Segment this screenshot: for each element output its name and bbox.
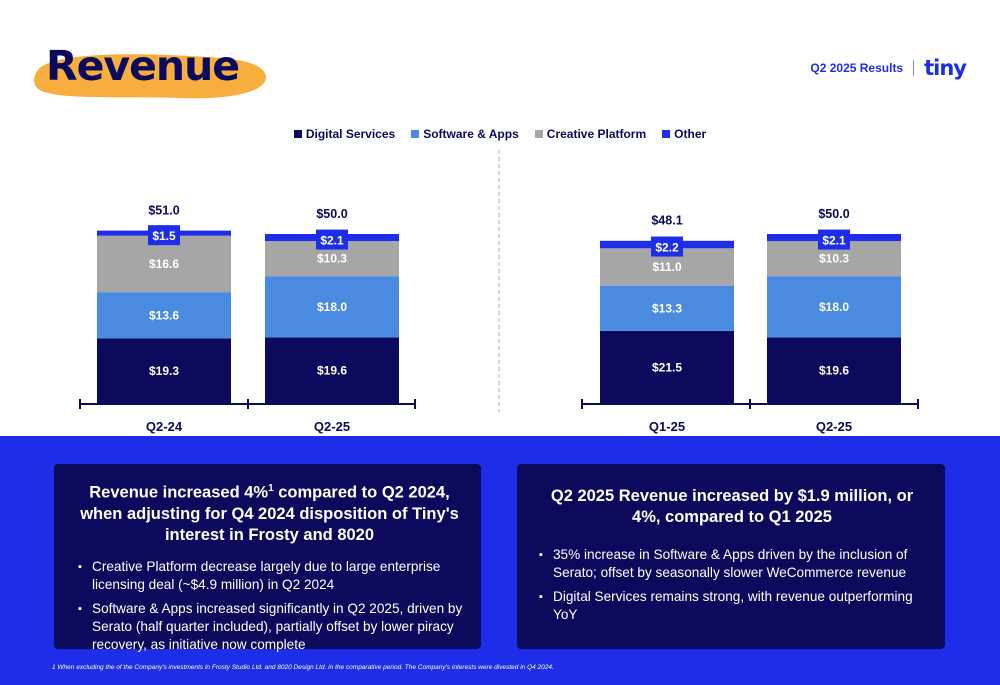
data-label: $1.5 xyxy=(152,229,176,243)
yoy-heading-text: Revenue increased 4% xyxy=(89,483,269,502)
page-title: Revenue xyxy=(46,42,240,90)
tiny-logo: tiny xyxy=(924,56,967,80)
data-label: $10.3 xyxy=(317,252,347,266)
data-label: $2.2 xyxy=(655,241,679,255)
data-label: $10.3 xyxy=(819,252,849,266)
revenue-stacked-bar-chart: $19.3 $13.6 $16.6 $1.5 $51.0 Q2-24 $19.6 $18.0 $… xyxy=(79,150,919,434)
bar-segment-digital-services xyxy=(767,337,901,404)
qoq-bullet-list: 35% increase in Software & Apps driven b… xyxy=(537,546,927,624)
data-label: $16.6 xyxy=(149,257,179,271)
header-right: Q2 2025 Results tiny xyxy=(810,56,967,80)
x-tick-label: Q2-25 xyxy=(314,419,350,434)
total-label: $51.0 xyxy=(148,204,179,218)
yoy-bullet-list: Creative Platform decrease largely due t… xyxy=(76,558,463,654)
data-label: $11.0 xyxy=(652,260,682,274)
legend-item-software-apps: Software & Apps xyxy=(411,127,519,141)
x-tick-label: Q1-25 xyxy=(649,419,685,434)
legend-label: Other xyxy=(674,127,707,141)
data-label: $19.6 xyxy=(317,364,347,378)
qoq-commentary-card: Q2 2025 Revenue increased by $1.9 millio… xyxy=(517,464,945,649)
legend-swatch xyxy=(662,130,671,138)
data-label: $21.5 xyxy=(652,360,682,374)
yoy-commentary-card: Revenue increased 4%1 compared to Q2 202… xyxy=(54,464,481,652)
total-label: $50.0 xyxy=(316,207,347,221)
bar-segment-software-apps xyxy=(97,292,231,339)
list-item: Digital Services remains strong, with re… xyxy=(539,588,927,624)
bar-segment-digital-services xyxy=(97,338,231,404)
bar-segment-software-apps xyxy=(265,276,399,338)
list-item: 35% increase in Software & Apps driven b… xyxy=(539,546,927,582)
yoy-heading-text-rest: compared to Q2 2024, when adjusting for … xyxy=(80,483,459,544)
bar-segment-software-apps xyxy=(767,276,901,338)
legend-swatch xyxy=(293,130,302,138)
footnote-marker: 1 xyxy=(268,483,274,494)
other-label-box xyxy=(651,236,683,257)
title-block: Revenue xyxy=(30,40,270,102)
chart-legend: Digital Services Software & Apps Creativ… xyxy=(0,127,1000,141)
bar-segment-digital-services xyxy=(600,330,734,404)
legend-swatch xyxy=(534,130,543,138)
other-label-box xyxy=(316,229,348,250)
total-label: $50.0 xyxy=(818,207,849,221)
results-label: Q2 2025 Results xyxy=(810,61,904,75)
data-label: $13.3 xyxy=(652,301,682,315)
data-label: $19.6 xyxy=(819,364,849,378)
list-item: Creative Platform decrease largely due t… xyxy=(78,558,463,594)
bar-segment-software-apps xyxy=(600,285,734,331)
data-label: $2.1 xyxy=(320,234,344,248)
footnote: 1 When excluding the of the Company's in… xyxy=(52,664,554,671)
legend-item-creative-platform: Creative Platform xyxy=(534,127,647,141)
data-label: $18.0 xyxy=(317,300,347,314)
x-tick-label: Q2-25 xyxy=(816,419,852,434)
legend-label: Digital Services xyxy=(305,127,396,141)
data-label: $18.0 xyxy=(819,300,849,314)
yoy-heading: Revenue increased 4%1 compared to Q2 202… xyxy=(76,478,463,546)
legend-label: Creative Platform xyxy=(546,127,647,141)
legend-swatch xyxy=(411,130,420,138)
legend-item-other: Other xyxy=(662,127,706,141)
header-divider xyxy=(913,60,915,76)
legend-label: Software & Apps xyxy=(423,127,519,141)
data-label: $13.6 xyxy=(149,308,179,322)
other-label-box xyxy=(148,225,180,246)
qoq-heading: Q2 2025 Revenue increased by $1.9 millio… xyxy=(550,487,914,526)
total-label: $48.1 xyxy=(651,213,682,227)
highlight-brush-shape xyxy=(34,54,267,99)
bar-segment-digital-services xyxy=(265,337,399,404)
other-label-box xyxy=(818,229,850,250)
legend-item-digital-services: Digital Services xyxy=(293,127,396,141)
x-tick-label: Q2-24 xyxy=(146,419,183,434)
data-label: $19.3 xyxy=(149,364,179,378)
data-label: $2.1 xyxy=(822,234,846,248)
list-item: Software & Apps increased significantly … xyxy=(78,600,463,654)
